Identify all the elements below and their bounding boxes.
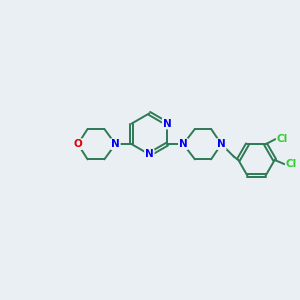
Text: N: N: [145, 149, 154, 159]
Text: O: O: [74, 139, 82, 149]
Text: N: N: [163, 118, 172, 129]
Text: N: N: [179, 139, 188, 149]
Text: N: N: [111, 139, 120, 149]
Text: Cl: Cl: [277, 134, 288, 144]
Text: Cl: Cl: [286, 159, 297, 170]
Text: N: N: [217, 139, 226, 149]
